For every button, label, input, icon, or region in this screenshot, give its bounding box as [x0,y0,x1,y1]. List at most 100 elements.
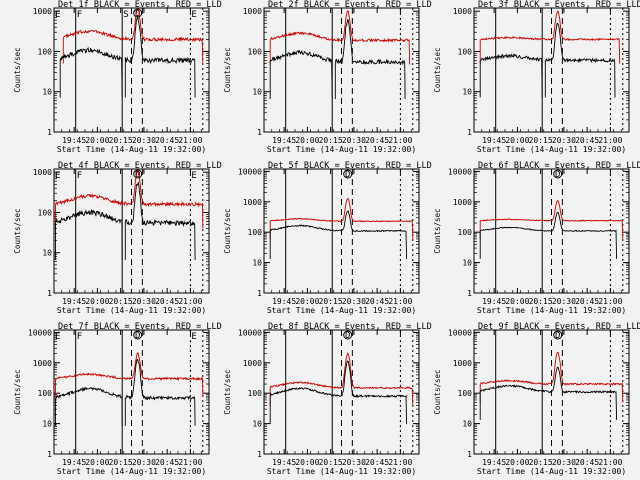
y-tick-label: 1000 [243,359,262,368]
time-marker-label: F [77,332,82,342]
y-axis-label: Counts/sec [13,208,22,253]
x-tick-label: 20:45 [155,458,179,467]
series-line-events [55,208,123,261]
x-tick-label: 20:45 [155,136,179,145]
x-tick-label: 21:00 [598,136,622,145]
chart-panel: Det 3f BLACK = Events, RED = LLD 1 10 100 10… [433,0,640,154]
series-line-events [55,386,123,426]
y-tick-label: 100 [458,228,473,237]
series-line-lld [479,200,624,239]
flare-marker-label: D [555,331,560,341]
x-axis-label: Start Time (14-Aug-11 19:32:00) [477,145,626,154]
flare-marker-label: D [345,170,350,180]
y-tick-label: 1 [47,289,52,298]
y-axis-label: Counts/sec [13,369,22,414]
y-tick-label: 10000 [238,328,262,337]
series-line-events [124,182,196,261]
x-tick-label: 20:15 [529,136,553,145]
y-tick-label: 10000 [238,167,262,176]
flare-marker-label: D [135,331,140,341]
x-tick-label: 21:00 [388,458,412,467]
y-tick-label: 1 [47,450,52,459]
y-tick-label: 1 [467,289,472,298]
chart-panel: Det 8f BLACK = Events, RED = LLD 1 10 100 10… [223,322,432,476]
y-tick-label: 10 [462,259,472,268]
y-tick-label: 1 [257,128,262,137]
y-tick-label: 10 [252,88,262,97]
x-tick-label: 20:15 [529,458,553,467]
x-tick-label: 20:45 [575,458,599,467]
flare-circle-marker [133,330,143,340]
series-line-lld [479,10,621,64]
y-tick-label: 1 [47,128,52,137]
x-tick-label: 19:45 [272,297,296,306]
time-marker-label: E [191,10,196,20]
x-tick-label: 20:45 [155,297,179,306]
x-tick-label: 20:45 [365,136,389,145]
x-tick-label: 20:15 [319,297,343,306]
y-tick-label: 1000 [453,359,472,368]
x-tick-label: 20:00 [85,136,109,145]
x-tick-label: 20:30 [342,458,366,467]
x-axis-label: Start Time (14-Aug-11 19:32:00) [267,306,416,315]
x-axis-label: Start Time (14-Aug-11 19:32:00) [57,145,206,154]
x-tick-label: 20:30 [132,136,156,145]
series-line-lld [269,352,414,407]
chart-title: Det 5f BLACK = Events, RED = LLD [268,161,432,171]
x-axis-label: Start Time (14-Aug-11 19:32:00) [267,145,416,154]
y-axis-label: Counts/sec [223,208,232,253]
series-line-lld [55,168,204,229]
x-tick-label: 20:00 [295,297,319,306]
chart-title: Det 1f BLACK = Events, RED = LLD [58,0,222,10]
x-axis-label: Start Time (14-Aug-11 19:32:00) [267,467,416,476]
chart-panel: Det 1f BLACK = Events, RED = LLD 1 10 100 10… [13,0,222,154]
series-line-events [124,15,196,98]
x-axis-label: Start Time (14-Aug-11 19:32:00) [57,467,206,476]
chart-panel: Det 6f BLACK = Events, RED = LLD 1 10 100 10… [433,161,640,315]
x-tick-label: 21:00 [598,297,622,306]
y-tick-label: 10000 [448,167,472,176]
x-tick-label: 19:45 [482,297,506,306]
flare-marker-label: D [345,331,350,341]
flare-marker-label: D [135,170,140,180]
x-tick-label: 20:45 [575,297,599,306]
chart-panel: Det 5f BLACK = Events, RED = LLD 1 10 100 10… [223,161,432,315]
series-line-lld [62,7,204,64]
series-line-lld [55,352,204,398]
series-line-events [59,46,123,98]
x-tick-label: 20:45 [365,297,389,306]
series-line-events [479,366,618,420]
y-tick-label: 100 [248,47,263,56]
series-line-lld [269,198,414,240]
chart-panel: Det 7f BLACK = Events, RED = LLD 1 10 100 10… [13,322,222,476]
x-tick-label: 20:30 [552,297,576,306]
y-tick-label: 1000 [33,168,52,177]
series-line-events [269,210,408,259]
time-marker-label: F [77,171,82,181]
time-marker-label: E [191,171,196,181]
y-tick-label: 10 [42,420,52,429]
series-line-events [334,18,406,100]
series-line-events [124,358,196,426]
y-axis-label: Counts/sec [433,208,442,253]
chart-title: Det 2f BLACK = Events, RED = LLD [268,0,432,10]
y-tick-label: 1000 [453,198,472,207]
chart-panel: Det 2f BLACK = Events, RED = LLD 1 10 100 10… [223,0,432,154]
x-tick-label: 20:30 [342,297,366,306]
y-tick-label: 1 [467,450,472,459]
chart-title: Det 9f BLACK = Events, RED = LLD [478,322,640,332]
x-axis-label: Start Time (14-Aug-11 19:32:00) [477,306,626,315]
chart-title: Det 8f BLACK = Events, RED = LLD [268,322,432,332]
x-tick-label: 20:00 [295,458,319,467]
y-axis-label: Counts/sec [433,47,442,92]
x-tick-label: 20:30 [132,458,156,467]
series-line-events [269,49,333,100]
y-axis-label: Counts/sec [223,369,232,414]
y-tick-label: 100 [38,389,53,398]
y-tick-label: 10 [42,88,52,97]
chart-title: Det 3f BLACK = Events, RED = LLD [478,0,640,10]
y-tick-label: 100 [458,389,473,398]
y-tick-label: 1 [257,450,262,459]
x-tick-label: 21:00 [178,458,202,467]
